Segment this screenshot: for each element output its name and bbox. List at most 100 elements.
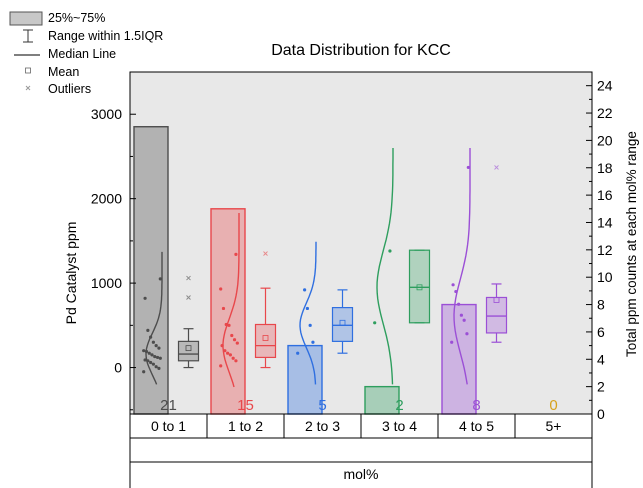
data-point [459,313,463,317]
data-point [457,302,461,306]
data-point [230,333,234,338]
legend-label: Outliers [48,82,91,96]
data-point [149,335,153,339]
y2-tick-label: 14 [597,214,613,230]
data-point [147,351,151,355]
count-labels-layer: 21 15 5 2 8 0 [160,397,558,414]
data-point [235,341,239,345]
data-point [142,349,146,353]
data-point [150,353,154,357]
data-point [296,351,300,355]
y2-tick-label: 20 [597,132,613,148]
y-tick-label: 1000 [91,275,122,291]
y2-axis-label: Total ppm counts at each mol% range [624,131,639,357]
category-table: 0 to 1 1 to 2 2 to 3 3 to 4 4 to 5 5+ mol% [129,414,593,488]
data-point [226,351,230,355]
box-plots-layer [177,165,508,369]
y-tick-label: 2000 [91,191,122,207]
data-point [465,332,469,336]
legend-label: Median Line [48,47,116,61]
count-label: 0 [549,397,557,414]
distribution-curve [299,241,317,385]
data-point [373,321,377,325]
data-point [234,252,238,256]
legend-label: Range within 1.5IQR [48,29,163,43]
y2-tick-label: 8 [597,297,605,313]
data-point [143,296,147,300]
x-category-label: 4 to 5 [459,418,494,434]
outlier-marker [186,295,191,300]
data-point [220,344,224,348]
x-category-label: 0 to 1 [151,418,186,434]
mean-marker [185,345,192,352]
count-bar [210,208,246,415]
y2-tick-label: 22 [597,105,613,121]
count-label: 21 [160,397,177,414]
data-point [155,355,160,360]
y2-tick-label: 4 [597,351,605,367]
outlier-marker [263,251,268,256]
legend-label: 25%~75% [48,11,105,25]
data-point [224,322,228,327]
x-category-label: 3 to 4 [382,418,417,434]
outlier-marker [186,275,191,281]
mean-marker [339,319,346,326]
iqr-box [331,307,354,342]
data-point [232,338,237,342]
chart-title: Data Distribution for KCC [271,42,451,59]
x-category-label: 5+ [546,418,562,434]
y2-tick-label: 10 [597,269,613,285]
y2-tick-label: 2 [597,379,605,395]
count-label: 5 [318,397,326,414]
data-point [144,349,149,354]
iqr-box [177,340,200,362]
y-tick-label: 0 [114,360,122,376]
data-point [454,289,458,294]
count-bar [364,385,400,415]
y-axis-label: Pd Catalyst ppm [63,222,79,325]
data-point [388,249,392,253]
data-point [451,283,455,287]
data-point [146,328,150,332]
legend-swatch-box [9,11,43,26]
count-bar [287,344,323,415]
count-bar [441,303,477,415]
mean-marker [493,297,500,303]
distribution-curves-layer [145,148,471,388]
data-point [157,346,161,350]
data-point [219,364,223,368]
mean-marker [262,335,269,341]
data-point [228,353,232,357]
count-label: 15 [237,397,254,414]
y2-tick-label: 16 [597,187,613,203]
data-point [158,277,162,281]
data-point [158,356,162,360]
legend-label: Mean [48,65,79,79]
data-point [221,306,226,311]
y-tick-label: 3000 [91,106,122,122]
data-point [151,362,155,366]
distribution-curve [222,213,240,388]
data-point [462,318,466,322]
data-point [219,287,223,291]
x-category-label: 2 to 3 [305,418,340,434]
data-point [223,349,227,353]
data-point [157,366,161,370]
x-category-label: 1 to 2 [228,418,263,434]
data-point [143,358,147,362]
data-point [149,360,153,365]
data-point [231,356,235,360]
data-point [154,344,158,348]
y2-tick-label: 6 [597,324,605,340]
mean-marker [416,284,423,291]
legend-swatch-outlier [25,85,31,91]
distribution-curve [453,148,471,385]
y2-tick-label: 0 [597,406,605,422]
data-point [151,340,155,344]
data-point [154,365,158,369]
data-point [153,354,157,359]
legend-swatch-mean [25,67,31,74]
data-point [146,359,150,363]
